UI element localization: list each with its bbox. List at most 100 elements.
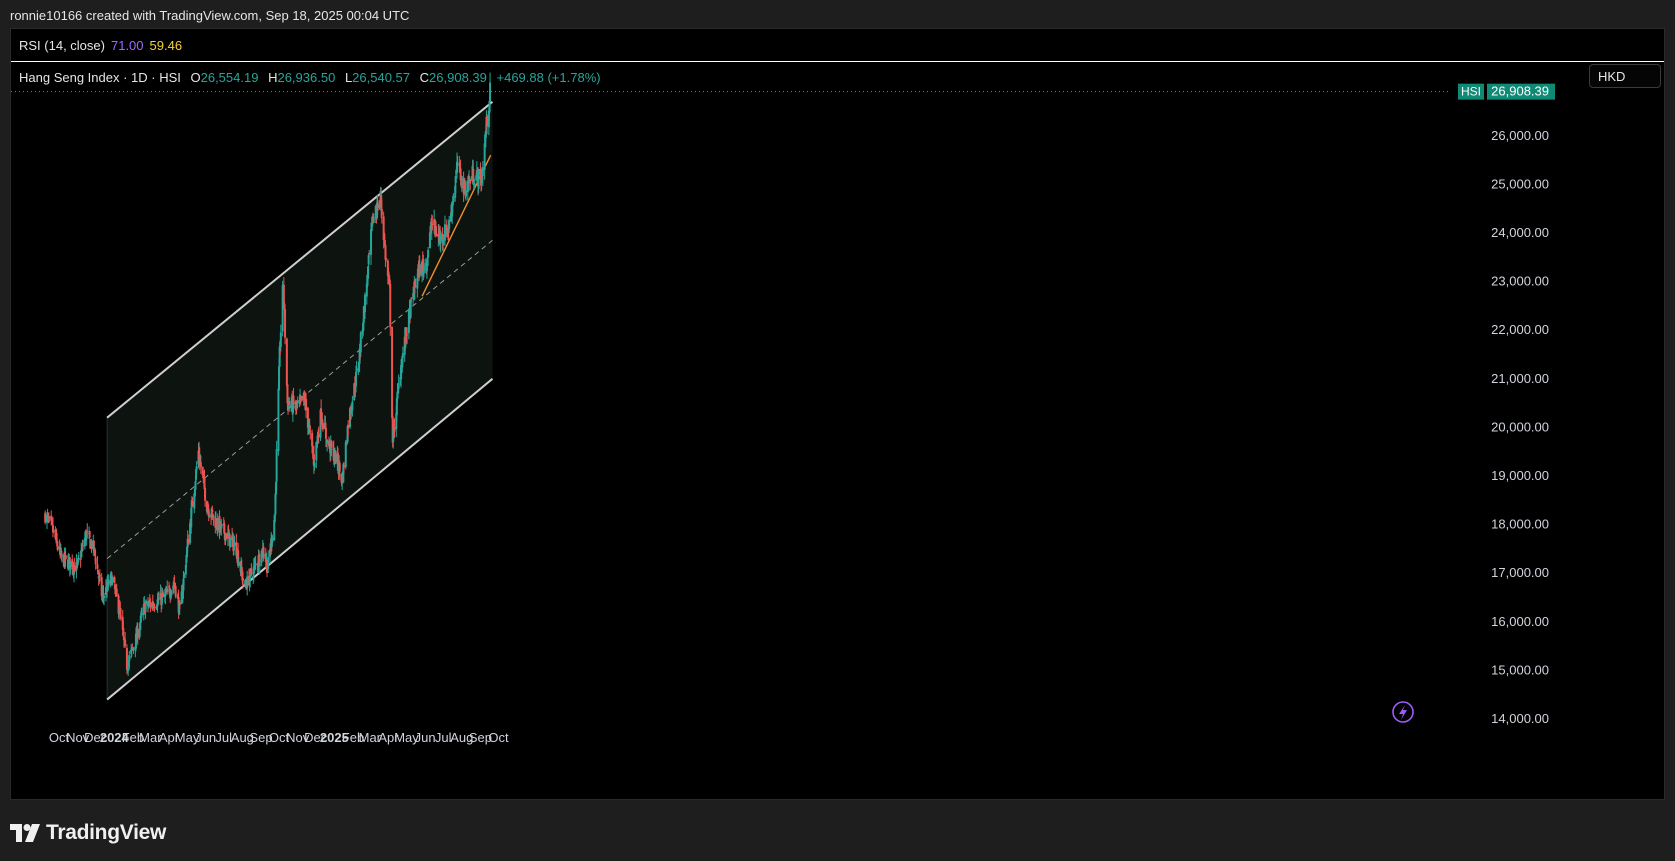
candle-body [206, 508, 209, 513]
candle-body [288, 401, 291, 406]
candle-body [249, 569, 252, 581]
candle-body [484, 135, 487, 143]
candle-body [184, 564, 187, 575]
candle-body [374, 213, 377, 216]
candles [44, 72, 492, 676]
candle-body [290, 404, 293, 408]
open-key: O [190, 70, 201, 85]
candle-body [465, 190, 468, 197]
price-tick-label: 21,000.00 [1491, 371, 1549, 386]
candle-body [300, 396, 303, 401]
tradingview-logo[interactable]: TradingView [10, 821, 166, 845]
candle-body [458, 162, 461, 165]
candle-body [194, 481, 197, 490]
candle-body [359, 332, 362, 353]
candle-body [225, 533, 228, 540]
candle-body [51, 522, 54, 525]
candle-body [427, 249, 430, 258]
price-tick-label: 19,000.00 [1491, 468, 1549, 483]
candle-body [401, 353, 404, 358]
time-tick-label: Apr [159, 730, 180, 745]
candle-body [404, 327, 407, 342]
candle-body [47, 516, 50, 518]
candle-body [262, 546, 265, 553]
candle-body [77, 557, 80, 561]
candle-body [413, 280, 416, 287]
candle-body [291, 397, 294, 414]
candle-body [220, 524, 223, 529]
last-price-tag: HSI 26,908.39 [1458, 83, 1555, 100]
candle-body [258, 553, 261, 565]
candle-body [452, 196, 455, 202]
candle-body [353, 384, 356, 391]
candle-body [277, 388, 280, 451]
time-tick-label: Jun [415, 730, 436, 745]
candle-body [392, 429, 395, 442]
candle-body [109, 574, 112, 582]
candle-body [367, 266, 370, 279]
candle-body [384, 245, 387, 260]
candle-body [443, 224, 446, 241]
time-tick-label: Dec [84, 730, 108, 745]
candle-body [324, 422, 327, 430]
candle-body [172, 584, 175, 586]
candle-body [303, 396, 306, 406]
price-axis[interactable]: 26,000.00 25,000.00 24,000.00 23,000.00 22,0… [1491, 128, 1549, 726]
candle-body [483, 143, 486, 170]
price-chart[interactable]: 26,000.00 25,000.00 24,000.00 23,000.00 22,0… [11, 29, 1664, 799]
candle-body [169, 594, 172, 597]
candle-body [56, 541, 59, 547]
credit-text: ronnie10166 created with TradingView.com… [10, 8, 410, 23]
candle-body [354, 387, 357, 389]
candle-body [94, 549, 97, 556]
candle-body [100, 577, 103, 597]
lightning-icon[interactable] [1392, 701, 1414, 723]
candle-body [489, 82, 492, 102]
candle-body [451, 203, 454, 217]
channel-upper-line [106, 101, 494, 419]
candle-body [395, 397, 398, 416]
candle-body [460, 175, 463, 189]
candle-body [264, 553, 267, 562]
price-tick-label: 24,000.00 [1491, 225, 1549, 240]
candle-body [94, 557, 97, 565]
time-tick-label: May [394, 730, 419, 745]
candle-body [106, 581, 109, 592]
candle-body [244, 585, 247, 587]
low-value: 26,540.57 [352, 70, 411, 85]
candle-body [191, 501, 194, 507]
candle-body [143, 602, 146, 605]
candle-body [119, 615, 122, 617]
candle-body [103, 595, 106, 598]
candle-body [311, 432, 314, 447]
candle-body [365, 283, 368, 297]
time-tick-label: Oct [488, 730, 509, 745]
price-tag-value: 26,908.39 [1491, 84, 1549, 99]
candle-body [344, 442, 347, 467]
candle-body [430, 222, 433, 231]
candle-body [174, 586, 177, 597]
candle-body [148, 601, 151, 603]
candle-body [226, 532, 229, 539]
currency-button[interactable]: HKD [1589, 64, 1661, 88]
candle-body [278, 366, 281, 391]
time-tick-label: Sep [249, 730, 272, 745]
candle-body [160, 595, 163, 605]
chart-frame[interactable]: RSI (14, close) 71.00 59.46 Hang Seng Inde… [10, 28, 1665, 800]
rsi-pane[interactable]: RSI (14, close) 71.00 59.46 [11, 29, 1664, 62]
candle-body [401, 356, 404, 368]
candle-body [286, 384, 289, 404]
candle-body [269, 548, 272, 550]
candle-body [254, 563, 257, 565]
candle-body [125, 647, 128, 670]
candle-body [124, 639, 127, 646]
candle-body [59, 546, 62, 553]
candle-body [168, 588, 171, 595]
candle-body [454, 185, 457, 198]
candle-body [393, 427, 396, 432]
time-tick-label: Oct [49, 730, 70, 745]
candle-body [370, 225, 373, 229]
candle-body [152, 604, 155, 607]
candle-body [471, 176, 474, 181]
